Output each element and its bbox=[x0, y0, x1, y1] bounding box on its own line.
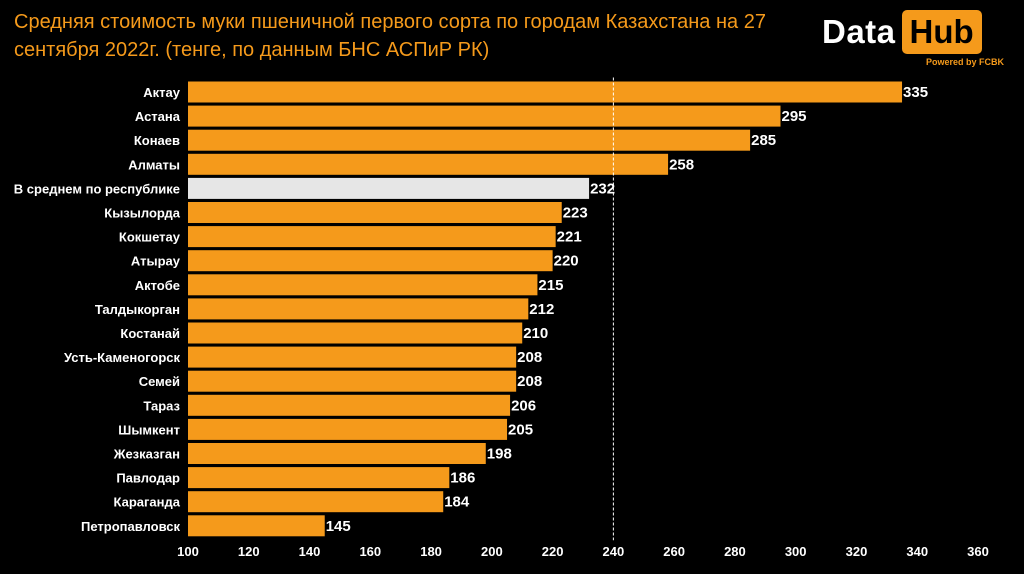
bar bbox=[188, 105, 781, 127]
category-label: Алматы bbox=[128, 157, 180, 172]
category-label: Кызылорда bbox=[104, 206, 180, 221]
category-label: Шымкент bbox=[118, 422, 180, 437]
x-tick-label: 160 bbox=[359, 544, 381, 559]
value-label: 215 bbox=[538, 277, 563, 294]
category-label: Усть-Каменогорск bbox=[64, 350, 181, 365]
category-label: В среднем по республике bbox=[14, 181, 180, 196]
bar bbox=[188, 177, 590, 199]
bar bbox=[188, 81, 903, 103]
bar bbox=[188, 443, 486, 464]
chart-title: Средняя стоимость муки пшеничной первого… bbox=[14, 11, 766, 61]
value-label: 206 bbox=[511, 397, 536, 414]
category-label: Семей bbox=[139, 374, 180, 389]
value-label: 198 bbox=[487, 446, 512, 463]
category-label: Павлодар bbox=[116, 471, 180, 486]
bar bbox=[188, 226, 556, 248]
value-label: 221 bbox=[557, 229, 582, 246]
bar bbox=[188, 298, 529, 320]
value-label: 186 bbox=[450, 470, 475, 487]
bar bbox=[188, 491, 444, 513]
category-label: Актобе bbox=[135, 278, 180, 293]
bar bbox=[188, 322, 523, 344]
value-label: 145 bbox=[326, 518, 351, 535]
value-label: 295 bbox=[782, 108, 807, 125]
value-label: 208 bbox=[517, 373, 542, 390]
category-label: Талдыкорган bbox=[95, 302, 180, 317]
x-tick-label: 180 bbox=[420, 544, 442, 559]
x-tick-label: 280 bbox=[724, 544, 746, 559]
category-label: Кокшетау bbox=[119, 230, 181, 245]
value-label: 223 bbox=[563, 205, 588, 222]
category-label: Караганда bbox=[114, 495, 181, 510]
category-label: Астана bbox=[135, 109, 181, 124]
value-label: 212 bbox=[529, 301, 554, 318]
category-label: Жезказган bbox=[113, 447, 180, 462]
value-label: 335 bbox=[903, 84, 928, 101]
x-tick-label: 240 bbox=[603, 544, 625, 559]
logo-powered-text: Powered by FCBK bbox=[925, 57, 1004, 67]
x-tick-label: 200 bbox=[481, 544, 503, 559]
bar bbox=[188, 153, 669, 175]
bar bbox=[188, 129, 751, 151]
x-tick-label: 340 bbox=[906, 544, 928, 559]
category-label: Конаев bbox=[134, 133, 180, 148]
value-label: 258 bbox=[669, 156, 694, 173]
value-label: 208 bbox=[517, 349, 542, 366]
x-tick-label: 320 bbox=[846, 544, 868, 559]
category-label: Тараз bbox=[143, 398, 180, 413]
x-tick-label: 120 bbox=[238, 544, 260, 559]
category-label: Петропавловск bbox=[81, 519, 180, 534]
x-tick-label: 300 bbox=[785, 544, 807, 559]
bar bbox=[188, 418, 508, 440]
bar bbox=[188, 250, 553, 272]
value-label: 184 bbox=[444, 494, 470, 511]
logo-hub-text: Hub bbox=[901, 10, 982, 54]
bar bbox=[188, 394, 511, 416]
value-label: 205 bbox=[508, 421, 533, 438]
value-label: 232 bbox=[590, 180, 615, 197]
datahub-logo: Data Hub Powered by FCBK bbox=[822, 10, 1012, 82]
bar bbox=[188, 370, 517, 392]
x-tick-label: 100 bbox=[177, 544, 199, 559]
category-label: Атырау bbox=[131, 254, 181, 269]
x-tick-label: 260 bbox=[663, 544, 685, 559]
logo-data-text: Data bbox=[822, 13, 896, 50]
x-tick-label: 220 bbox=[542, 544, 564, 559]
value-label: 285 bbox=[751, 132, 776, 149]
bar bbox=[188, 467, 450, 489]
category-label: Актау bbox=[143, 85, 180, 100]
bar bbox=[188, 515, 325, 537]
bar bbox=[188, 274, 538, 296]
x-tick-label: 360 bbox=[967, 544, 989, 559]
x-tick-label: 140 bbox=[299, 544, 321, 559]
bar bbox=[188, 346, 517, 368]
bar bbox=[188, 202, 562, 223]
category-label: Костанай bbox=[120, 326, 180, 341]
value-label: 220 bbox=[554, 253, 579, 270]
value-label: 210 bbox=[523, 325, 548, 342]
